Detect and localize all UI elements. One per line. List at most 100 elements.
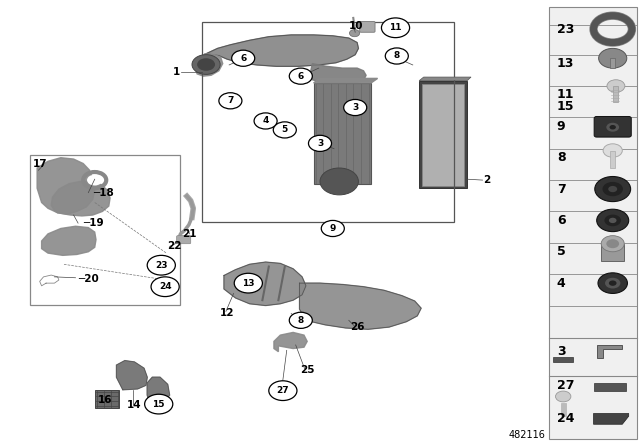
Polygon shape	[116, 361, 147, 390]
Text: 12: 12	[220, 308, 234, 318]
Text: 3: 3	[352, 103, 358, 112]
Text: 4: 4	[262, 116, 269, 125]
Text: 27: 27	[557, 379, 574, 392]
Text: 15: 15	[152, 400, 165, 409]
Polygon shape	[310, 64, 366, 84]
Polygon shape	[314, 78, 378, 83]
Polygon shape	[42, 226, 96, 255]
Text: 9: 9	[557, 120, 565, 133]
Text: 8: 8	[557, 151, 565, 164]
Text: 8: 8	[394, 52, 400, 60]
Text: 6: 6	[298, 72, 304, 81]
Bar	[613, 86, 618, 102]
Circle shape	[269, 381, 297, 401]
Text: 3: 3	[557, 345, 565, 358]
Circle shape	[147, 255, 175, 275]
Text: ─18: ─18	[93, 188, 113, 198]
Text: ─19: ─19	[83, 218, 104, 228]
Text: 482116: 482116	[508, 430, 545, 440]
Circle shape	[151, 277, 179, 297]
Circle shape	[234, 273, 262, 293]
Circle shape	[289, 68, 312, 84]
Text: 7: 7	[227, 96, 234, 105]
Bar	[202, 22, 454, 222]
Circle shape	[254, 113, 277, 129]
Polygon shape	[419, 77, 471, 81]
FancyBboxPatch shape	[360, 22, 375, 32]
Bar	[314, 83, 371, 184]
Bar	[549, 7, 637, 439]
Polygon shape	[300, 283, 421, 329]
Bar	[553, 357, 573, 362]
Text: 25: 25	[300, 365, 314, 375]
Circle shape	[606, 123, 619, 132]
Bar	[593, 383, 625, 391]
Text: 23: 23	[557, 22, 574, 36]
Text: 11: 11	[557, 87, 574, 101]
Text: 9: 9	[330, 224, 336, 233]
FancyBboxPatch shape	[594, 116, 631, 137]
Circle shape	[232, 50, 255, 66]
Circle shape	[344, 99, 367, 116]
FancyBboxPatch shape	[177, 236, 191, 244]
Text: 3: 3	[317, 139, 323, 148]
Text: 13: 13	[242, 279, 255, 288]
Polygon shape	[274, 332, 307, 352]
Bar	[561, 403, 566, 416]
Text: 26: 26	[350, 322, 364, 332]
Text: ─20: ─20	[78, 274, 99, 284]
Circle shape	[598, 48, 627, 68]
Circle shape	[601, 236, 624, 252]
Text: 6: 6	[557, 214, 565, 227]
Polygon shape	[40, 275, 59, 286]
Circle shape	[321, 220, 344, 237]
Text: 16: 16	[98, 395, 112, 405]
Text: 27: 27	[276, 386, 289, 395]
Polygon shape	[593, 414, 628, 424]
Circle shape	[609, 218, 616, 223]
Text: 10: 10	[349, 21, 364, 31]
Polygon shape	[37, 158, 95, 214]
Circle shape	[197, 58, 215, 71]
Polygon shape	[147, 377, 170, 404]
Circle shape	[289, 312, 312, 328]
Circle shape	[602, 182, 623, 196]
Text: 13: 13	[557, 57, 574, 70]
Circle shape	[87, 175, 102, 185]
Circle shape	[192, 55, 220, 74]
Polygon shape	[195, 54, 223, 76]
Circle shape	[145, 394, 173, 414]
Circle shape	[320, 168, 358, 195]
Circle shape	[608, 186, 617, 192]
Text: 14: 14	[127, 401, 141, 410]
Circle shape	[308, 135, 332, 151]
Circle shape	[607, 80, 625, 92]
Polygon shape	[596, 345, 622, 358]
Circle shape	[606, 239, 619, 248]
Circle shape	[349, 30, 360, 37]
Text: 11: 11	[389, 23, 402, 32]
Circle shape	[595, 177, 630, 202]
Bar	[95, 390, 119, 408]
Text: 6: 6	[240, 54, 246, 63]
Bar	[610, 58, 615, 68]
Circle shape	[556, 391, 571, 402]
Circle shape	[609, 280, 616, 286]
Text: 2: 2	[483, 175, 490, 185]
Circle shape	[598, 273, 627, 293]
Circle shape	[381, 18, 410, 38]
Circle shape	[219, 93, 242, 109]
Polygon shape	[206, 35, 358, 66]
Text: 1: 1	[172, 67, 180, 77]
Polygon shape	[224, 262, 306, 306]
Text: 23: 23	[155, 261, 168, 270]
Text: 17: 17	[33, 159, 47, 168]
Text: 21: 21	[182, 229, 196, 239]
Text: 5: 5	[282, 125, 288, 134]
Bar	[601, 244, 624, 261]
Circle shape	[605, 278, 620, 289]
Text: 4: 4	[557, 276, 566, 290]
Text: 8: 8	[298, 316, 304, 325]
Bar	[30, 155, 180, 305]
Bar	[422, 84, 464, 186]
